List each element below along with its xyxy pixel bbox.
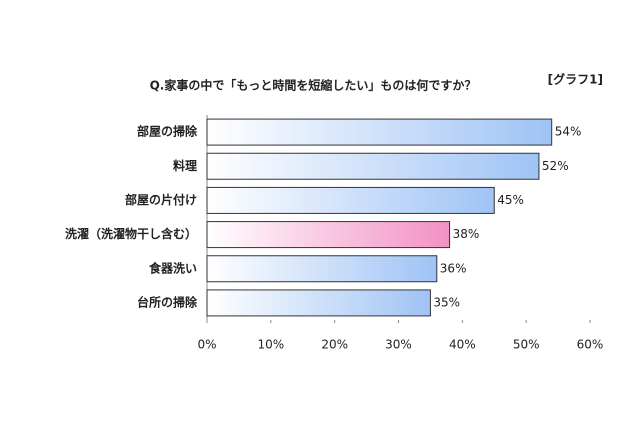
value-label: 36% xyxy=(440,261,467,275)
value-label: 45% xyxy=(497,193,524,207)
y-tick-label: 台所の掃除 xyxy=(137,294,198,309)
y-tick-label: 洗濯（洗濯物干し含む） xyxy=(65,226,197,241)
x-tick-label: 10% xyxy=(257,338,284,352)
y-tick-label: 料理 xyxy=(173,158,197,173)
y-tick-label: 食器洗い xyxy=(148,260,197,275)
x-tick-label: 30% xyxy=(385,338,412,352)
bar xyxy=(206,186,495,214)
value-label: 38% xyxy=(453,227,480,241)
x-tick-label: 0% xyxy=(197,338,216,352)
chart-tag: [グラフ1] xyxy=(548,72,603,87)
x-tick-label: 60% xyxy=(577,338,604,352)
y-tick-label: 部屋の片付け xyxy=(125,192,197,207)
bar xyxy=(206,152,540,180)
x-tick-label: 50% xyxy=(513,338,540,352)
value-label: 52% xyxy=(542,159,569,173)
bar xyxy=(206,118,553,146)
bar xyxy=(206,221,451,249)
x-tick-label: 40% xyxy=(449,338,476,352)
chart-title: Q.家事の中で「もっと時間を短縮したい」ものは何ですか？ xyxy=(150,78,477,93)
bar xyxy=(206,255,438,283)
y-tick-label: 部屋の掃除 xyxy=(137,124,198,139)
value-label: 35% xyxy=(433,295,460,309)
x-tick-label: 20% xyxy=(321,338,348,352)
bar xyxy=(206,289,431,317)
value-label: 54% xyxy=(555,125,582,139)
